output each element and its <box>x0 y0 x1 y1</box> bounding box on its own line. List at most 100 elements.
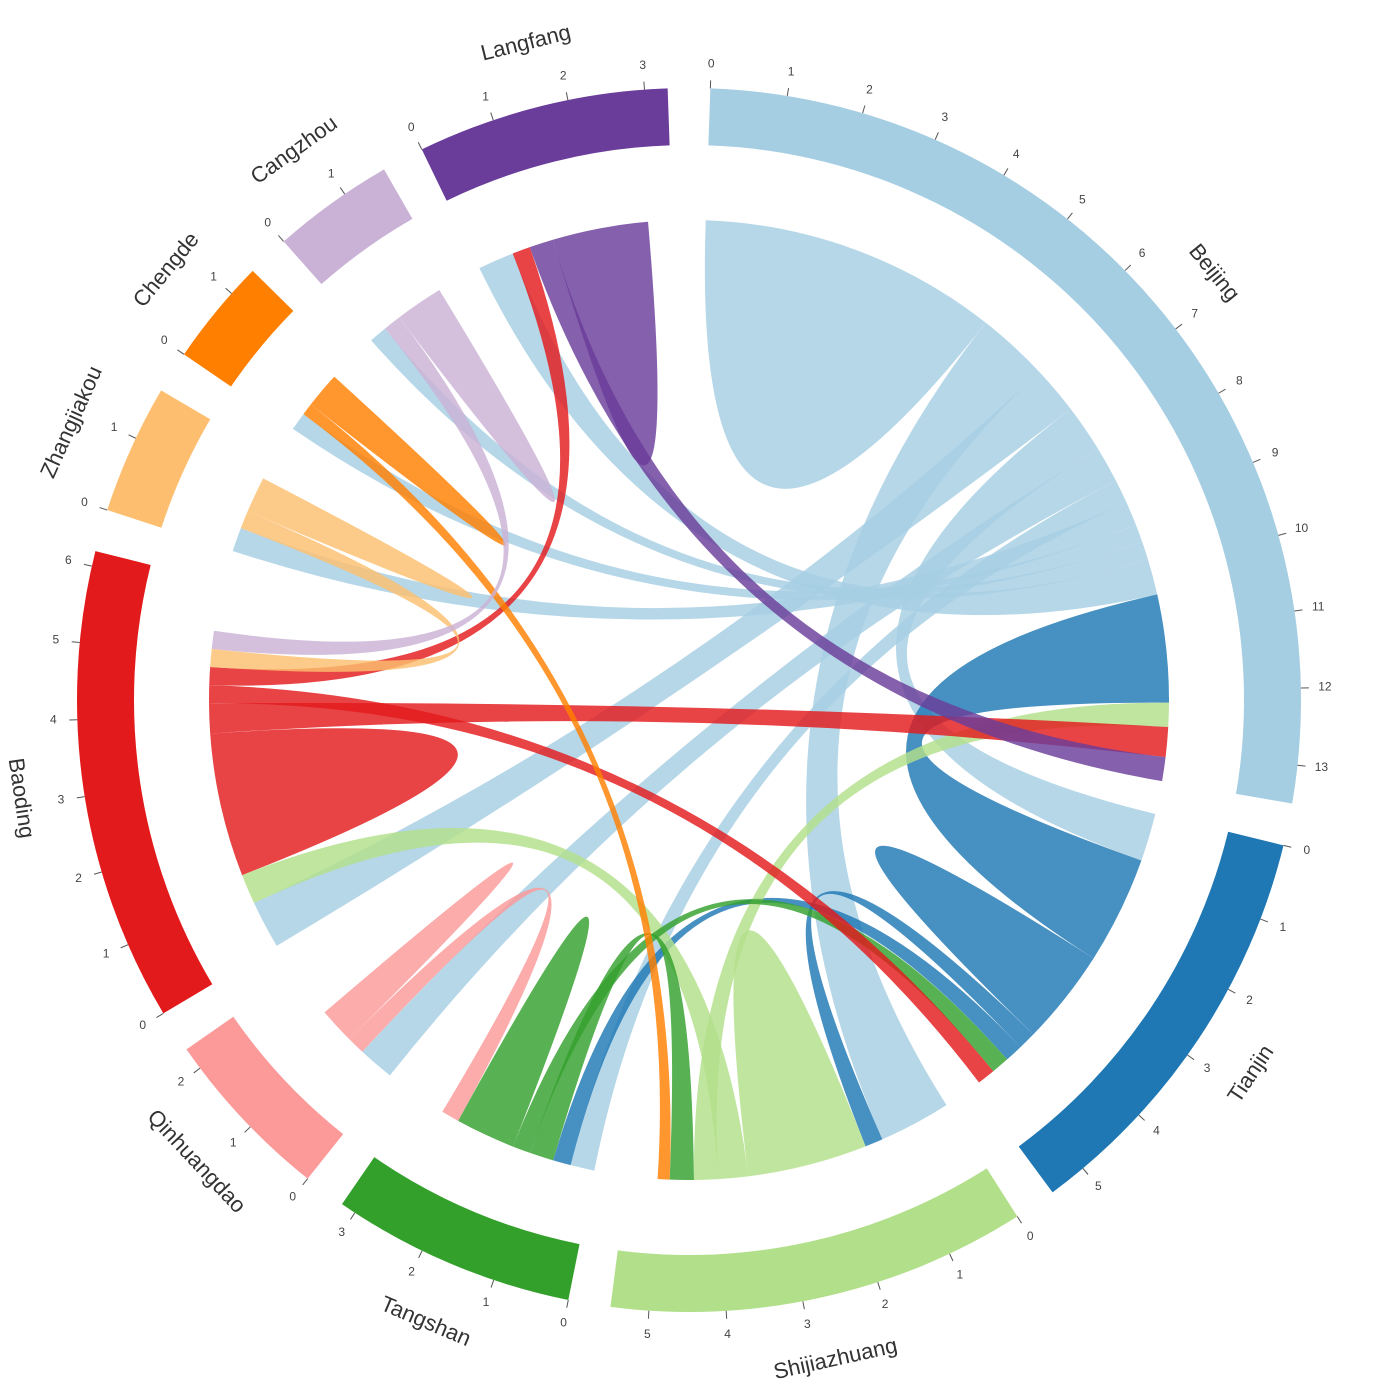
tick-label: 0 <box>264 216 271 230</box>
tick-label: 0 <box>289 1190 296 1204</box>
tick-mark <box>1187 1054 1195 1061</box>
tick-mark <box>1218 388 1226 394</box>
chord <box>704 220 986 489</box>
tick-mark <box>156 1012 164 1018</box>
tick-mark <box>1252 458 1261 463</box>
tick-label: 0 <box>708 57 715 71</box>
sector-name: Chengde <box>128 227 204 312</box>
chord <box>733 930 866 1177</box>
tick-mark <box>417 142 423 150</box>
tick-mark <box>862 105 866 114</box>
chord <box>479 253 1158 616</box>
tick-label: 1 <box>328 166 335 180</box>
chords <box>209 220 1169 1180</box>
tick-label: 1 <box>482 90 489 104</box>
tick-label: 1 <box>1280 920 1287 934</box>
tick-label: 5 <box>52 632 59 646</box>
tick-mark <box>647 1310 650 1319</box>
tick-mark <box>1283 844 1292 848</box>
tick-mark <box>949 1253 954 1262</box>
tick-label: 2 <box>866 82 873 96</box>
tick-mark <box>1175 323 1183 330</box>
sector-name: Shijiazhuang <box>771 1332 899 1384</box>
tick-mark <box>1294 609 1303 612</box>
chord <box>242 828 749 1180</box>
tick-label: 0 <box>81 495 88 509</box>
tick-mark <box>93 871 102 875</box>
tick-mark <box>128 434 137 439</box>
chord <box>349 887 552 1121</box>
tick-label: 2 <box>560 69 567 83</box>
chord <box>209 247 570 686</box>
tick-mark <box>99 507 108 511</box>
tick-mark <box>1260 918 1269 923</box>
sector-arc <box>421 88 670 201</box>
tick-mark <box>71 641 80 643</box>
chord <box>896 408 1156 861</box>
sector-arc <box>186 1016 344 1179</box>
tick-label: 7 <box>1191 307 1198 321</box>
tick-mark <box>225 287 232 294</box>
chord <box>324 862 514 1040</box>
tick-mark <box>244 1126 251 1133</box>
tick-label: 3 <box>58 793 65 807</box>
chord <box>399 290 555 503</box>
sector-arc <box>610 1168 1018 1312</box>
chord <box>209 702 1169 758</box>
tick-label: 0 <box>1027 1229 1034 1243</box>
tick-mark <box>350 1212 356 1220</box>
tick-mark <box>302 1178 309 1186</box>
sector-name: Baoding <box>4 756 40 840</box>
tick-label: 6 <box>65 553 72 567</box>
tick-mark <box>490 1279 495 1288</box>
sector-name: Beijing <box>1184 239 1245 306</box>
chord <box>210 728 458 876</box>
tick-mark <box>193 1067 201 1074</box>
tick-label: 1 <box>956 1268 963 1282</box>
tick-mark <box>802 1301 805 1310</box>
sector-arc <box>708 88 1301 804</box>
tick-label: 3 <box>941 110 948 124</box>
tick-label: 0 <box>139 1018 146 1032</box>
tick-label: 10 <box>1295 521 1309 535</box>
tick-label: 3 <box>639 58 646 72</box>
sector-arc <box>1018 831 1284 1193</box>
tick-label: 2 <box>882 1297 889 1311</box>
tick-mark <box>1297 764 1306 767</box>
tick-label: 1 <box>210 270 217 284</box>
tick-label: 0 <box>560 1316 567 1330</box>
tick-label: 2 <box>178 1075 185 1089</box>
sector-arc <box>283 169 413 285</box>
tick-label: 0 <box>1303 843 1310 857</box>
sector-arc <box>183 270 294 387</box>
tick-label: 12 <box>1318 680 1332 694</box>
tick-label: 11 <box>1312 600 1325 614</box>
tick-mark <box>643 81 645 90</box>
tick-label: 3 <box>338 1225 345 1239</box>
chord <box>906 594 1169 959</box>
tick-mark <box>1082 1168 1089 1175</box>
tick-label: 2 <box>75 871 82 885</box>
chord <box>805 891 1034 1147</box>
tick-label: 1 <box>788 64 795 78</box>
tick-mark <box>1124 264 1132 271</box>
sector-name: Qinhuangdao <box>143 1104 252 1218</box>
sector-name: Tangshan <box>377 1291 475 1351</box>
chord <box>458 916 590 1147</box>
tick-label: 3 <box>1204 1061 1211 1075</box>
sector-arc <box>77 551 213 1014</box>
tick-label: 1 <box>483 1295 490 1309</box>
tick-label: 1 <box>230 1136 237 1150</box>
tick-label: 9 <box>1272 445 1279 459</box>
tick-label: 1 <box>111 420 118 434</box>
tick-mark <box>1228 988 1236 994</box>
chord <box>254 371 1071 946</box>
tick-mark <box>83 563 92 567</box>
sector-arc <box>107 390 211 528</box>
chord <box>247 478 473 599</box>
chord <box>371 328 1148 599</box>
tick-mark <box>278 235 285 242</box>
tick-mark <box>1003 168 1009 176</box>
chord <box>362 448 1116 1076</box>
